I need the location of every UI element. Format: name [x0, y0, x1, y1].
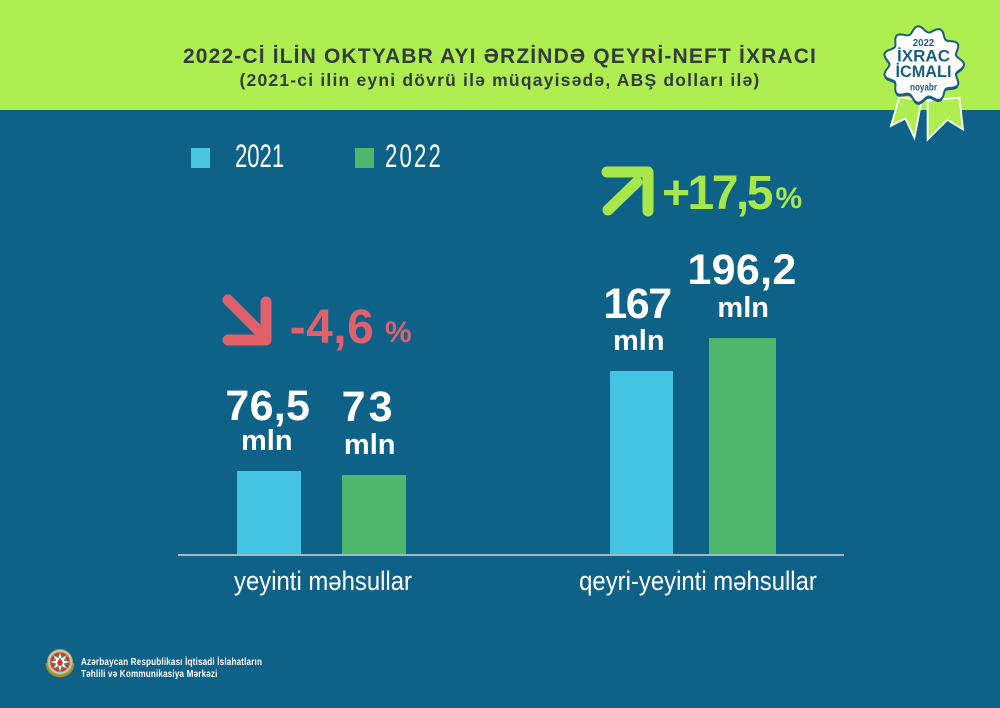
svg-text:noyabr: noyabr: [910, 82, 937, 94]
svg-text:İXRAC: İXRAC: [897, 48, 950, 66]
svg-text:İCMALI: İCMALI: [896, 63, 952, 81]
svg-text:2022: 2022: [913, 38, 935, 49]
